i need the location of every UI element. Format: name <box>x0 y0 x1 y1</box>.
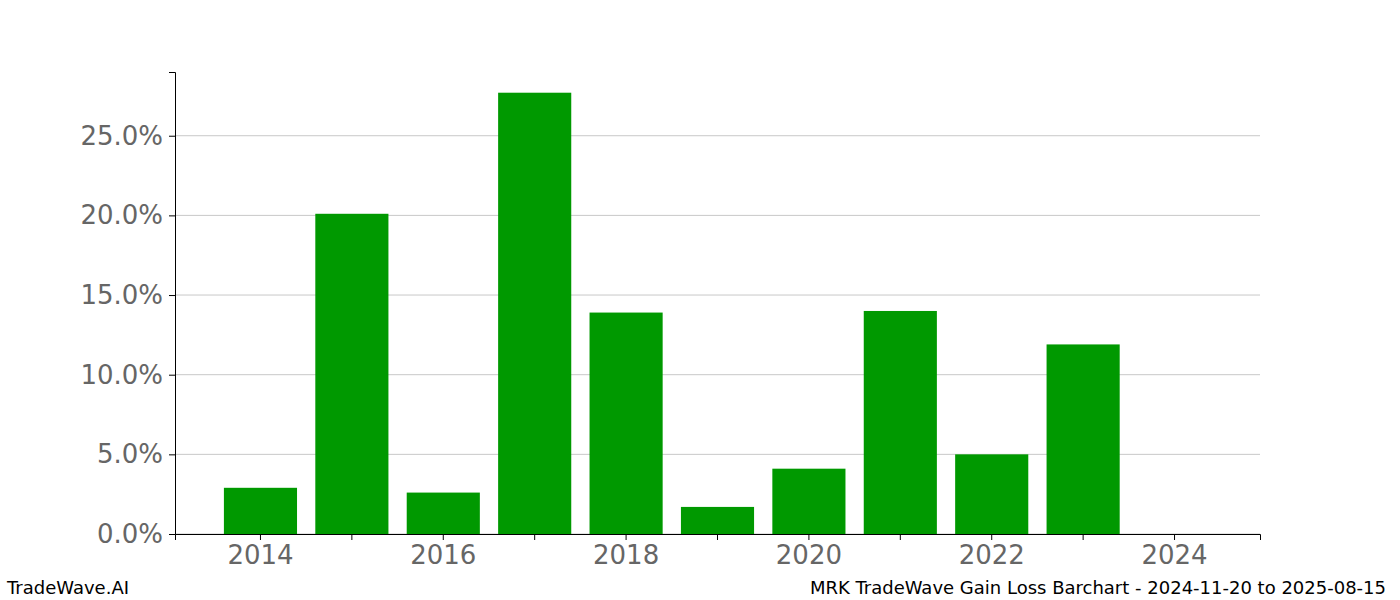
x-tick-mark <box>1083 534 1084 540</box>
y-tick-label: 25.0% <box>80 121 163 151</box>
x-tick <box>717 534 718 540</box>
y-tick: 10.0% <box>80 360 175 390</box>
x-axis-line <box>176 535 1261 541</box>
x-tick-label: 2020 <box>776 540 842 570</box>
y-tick-mark <box>169 375 175 376</box>
x-tick: 2018 <box>593 534 659 570</box>
y-tick-mark <box>169 136 175 137</box>
bar <box>1047 344 1120 534</box>
plot: 0.0% 5.0% 10.0% 15.0% 20.0% 25.0% 2014 2016 2018… <box>80 73 1260 571</box>
bar <box>772 469 845 534</box>
x-tick-mark <box>717 534 718 540</box>
x-tick <box>1083 534 1084 540</box>
bars <box>224 93 1120 534</box>
y-tick-label: 20.0% <box>80 200 163 230</box>
source: TradeWave.AI <box>6 577 129 598</box>
x-tick-label: 2014 <box>227 540 293 570</box>
x-tick <box>900 534 901 540</box>
x-tick: 2024 <box>1141 534 1207 570</box>
y-tick: 0.0% <box>97 519 175 549</box>
title: MRK TradeWave Gain Loss Barchart - 2024-… <box>810 577 1386 598</box>
bar <box>407 493 480 534</box>
bar <box>498 93 571 534</box>
x-axis: 2014 2016 2018 2020 2022 2024 <box>176 534 1261 570</box>
x-tick: 2014 <box>227 534 293 570</box>
x-tick-mark <box>260 534 261 540</box>
y-tick-mark <box>169 454 175 455</box>
chart: 0.0% 5.0% 10.0% 15.0% 20.0% 25.0% 2014 2016 2018… <box>0 0 1400 600</box>
grid-line <box>175 135 1260 136</box>
bar <box>315 214 388 534</box>
y-tick-label: 10.0% <box>80 360 163 390</box>
x-tick: 2020 <box>776 534 842 570</box>
x-tick-mark <box>991 534 992 540</box>
y-tick: 15.0% <box>80 280 175 310</box>
bar <box>864 311 937 534</box>
x-tick-mark <box>900 534 901 540</box>
bar <box>955 454 1028 534</box>
x-tick: 2016 <box>410 534 476 570</box>
y-axis: 0.0% 5.0% 10.0% 15.0% 20.0% 25.0% <box>80 73 175 549</box>
x-tick-mark <box>443 534 444 540</box>
x-tick-mark <box>1174 534 1175 540</box>
y-tick: 25.0% <box>80 121 175 151</box>
bar <box>224 488 297 534</box>
bar <box>590 313 663 534</box>
bar <box>1138 534 1211 535</box>
y-tick-mark <box>169 534 175 535</box>
y-tick: 20.0% <box>80 200 175 230</box>
y-tick-label: 15.0% <box>80 280 163 310</box>
y-tick-mark <box>169 295 175 296</box>
x-tick-label: 2016 <box>410 540 476 570</box>
grid <box>175 136 1260 534</box>
y-tick-mark <box>169 215 175 216</box>
x-tick-label: 2022 <box>959 540 1025 570</box>
y-tick: 5.0% <box>97 439 175 469</box>
x-tick-mark <box>808 534 809 540</box>
x-tick-mark <box>534 534 535 540</box>
x-tick-mark <box>351 534 352 540</box>
x-tick-label: 2018 <box>593 540 659 570</box>
x-tick <box>351 534 352 540</box>
y-tick-label: 5.0% <box>97 439 163 469</box>
x-tick <box>534 534 535 540</box>
y-axis-line <box>169 73 176 535</box>
bar <box>681 507 754 534</box>
x-tick-label: 2024 <box>1141 540 1207 570</box>
y-tick-label: 0.0% <box>97 519 163 549</box>
x-tick-mark <box>626 534 627 540</box>
x-tick: 2022 <box>959 534 1025 570</box>
